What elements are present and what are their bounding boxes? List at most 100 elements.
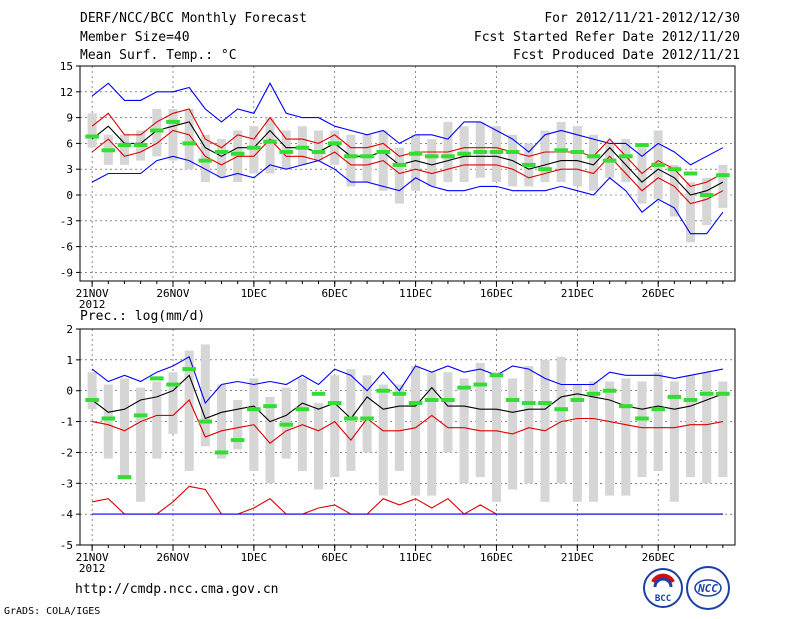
- ensemble-box: [314, 403, 324, 490]
- plot-frame: [79, 328, 736, 546]
- observed-marker: [554, 148, 568, 153]
- x-tick-label: 1DEC: [241, 551, 268, 564]
- observed-marker: [198, 158, 213, 163]
- y-tick-label: 15: [60, 60, 73, 73]
- ensemble-box: [669, 164, 679, 217]
- ensemble-box: [637, 381, 647, 478]
- y-tick-label: 0: [66, 189, 73, 202]
- ensemble-box: [87, 372, 97, 410]
- x-tick-label: 11DEC: [399, 287, 432, 300]
- observed-marker: [376, 150, 391, 154]
- ensemble-box: [669, 381, 679, 502]
- observed-marker: [392, 391, 407, 396]
- bcc-logo-text: BCC: [655, 594, 671, 604]
- ncc-logo-text: NCC: [697, 582, 718, 595]
- ensemble-box: [378, 384, 388, 496]
- ensemble-box: [249, 126, 259, 174]
- x-tick-label: 16DEC: [480, 287, 513, 300]
- observed-marker: [505, 397, 520, 402]
- observed-marker: [667, 394, 682, 399]
- ensemble-box: [588, 381, 599, 502]
- ncc-logo-globe: [694, 579, 722, 597]
- ensemble-box: [572, 126, 582, 187]
- observed-marker: [683, 397, 698, 402]
- y-tick-label: -4: [60, 508, 74, 521]
- ensemble-box: [168, 372, 178, 434]
- forecast-start-date: Fcst Started Refer Date 2012/11/20: [473, 30, 740, 45]
- observed-marker: [214, 450, 229, 455]
- observed-marker: [150, 128, 164, 133]
- ensemble-box: [653, 372, 663, 471]
- ensemble-box: [184, 109, 194, 170]
- observed-marker: [570, 397, 585, 402]
- observed-marker: [392, 162, 407, 167]
- ensemble-box: [572, 384, 582, 502]
- bcc-logo: BCC: [643, 568, 683, 608]
- observed-marker: [457, 151, 471, 156]
- ensemble-box: [265, 117, 275, 174]
- observed-marker: [586, 391, 601, 396]
- y-tick-label: 9: [66, 112, 73, 125]
- observed-marker: [85, 134, 99, 139]
- ensemble-box: [605, 381, 615, 496]
- y-tick-label: 0: [66, 385, 73, 398]
- x-year-label: 2012: [79, 562, 106, 575]
- ensemble-box: [588, 134, 599, 191]
- ensemble-box: [475, 362, 485, 478]
- observed-marker: [263, 404, 277, 409]
- bcc-logo-swirl: [651, 573, 675, 584]
- observed-marker: [263, 139, 277, 144]
- observed-marker: [327, 401, 342, 406]
- observed-marker: [408, 151, 423, 156]
- y-tick-label: 2: [66, 323, 73, 336]
- x-tick-label: 21DEC: [561, 551, 594, 564]
- ensemble-box: [216, 139, 227, 178]
- observed-marker: [133, 143, 148, 148]
- series-outer-high: [91, 355, 724, 405]
- ensemble-box: [281, 130, 291, 170]
- ensemble-box: [216, 384, 227, 459]
- ensemble-box: [346, 134, 356, 187]
- series-ensemble-mean: [91, 374, 724, 423]
- x-tick-label: 21NOV: [76, 551, 109, 564]
- y-tick-label: -6: [60, 241, 73, 254]
- observed-marker: [133, 413, 148, 418]
- y-tick-label: -9: [60, 266, 73, 279]
- ensemble-box: [200, 344, 210, 447]
- x-tick-label: 11DEC: [399, 551, 432, 564]
- ensemble-box: [394, 384, 404, 471]
- observed-marker: [424, 397, 439, 402]
- observed-marker: [651, 162, 665, 167]
- temperature-ylabel: Mean Surf. Temp.: °C: [80, 48, 237, 63]
- ensemble-box: [427, 139, 437, 187]
- ensemble-box: [330, 375, 340, 478]
- observed-marker: [554, 407, 568, 412]
- precipitation-ylabel: Prec.: log(mm/d): [80, 309, 206, 324]
- ensemble-box: [459, 378, 469, 484]
- source-url[interactable]: http://cmdp.ncc.cma.gov.cn: [75, 582, 279, 597]
- observed-marker: [230, 438, 245, 443]
- x-tick-label: 21NOV: [76, 287, 109, 300]
- grads-credit: GrADS: COLA/IGES: [4, 606, 101, 617]
- ensemble-box: [136, 387, 146, 502]
- ensemble-box: [200, 134, 210, 183]
- observed-marker: [230, 151, 245, 156]
- ensemble-box: [491, 126, 501, 183]
- x-tick-label: 26DEC: [642, 287, 675, 300]
- member-size: Member Size=40: [80, 30, 190, 45]
- observed-marker: [360, 154, 374, 159]
- ensemble-box: [621, 378, 631, 496]
- x-tick-label: 6DEC: [321, 287, 348, 300]
- series-ensemble-mean: [91, 121, 724, 196]
- observed-marker: [570, 150, 585, 154]
- observed-marker: [344, 416, 358, 421]
- observed-marker: [101, 148, 116, 153]
- observed-marker: [311, 150, 326, 154]
- ensemble-box: [702, 372, 712, 484]
- ensemble-box: [87, 113, 97, 148]
- observed-marker: [247, 407, 261, 412]
- series-inner-high: [91, 108, 724, 188]
